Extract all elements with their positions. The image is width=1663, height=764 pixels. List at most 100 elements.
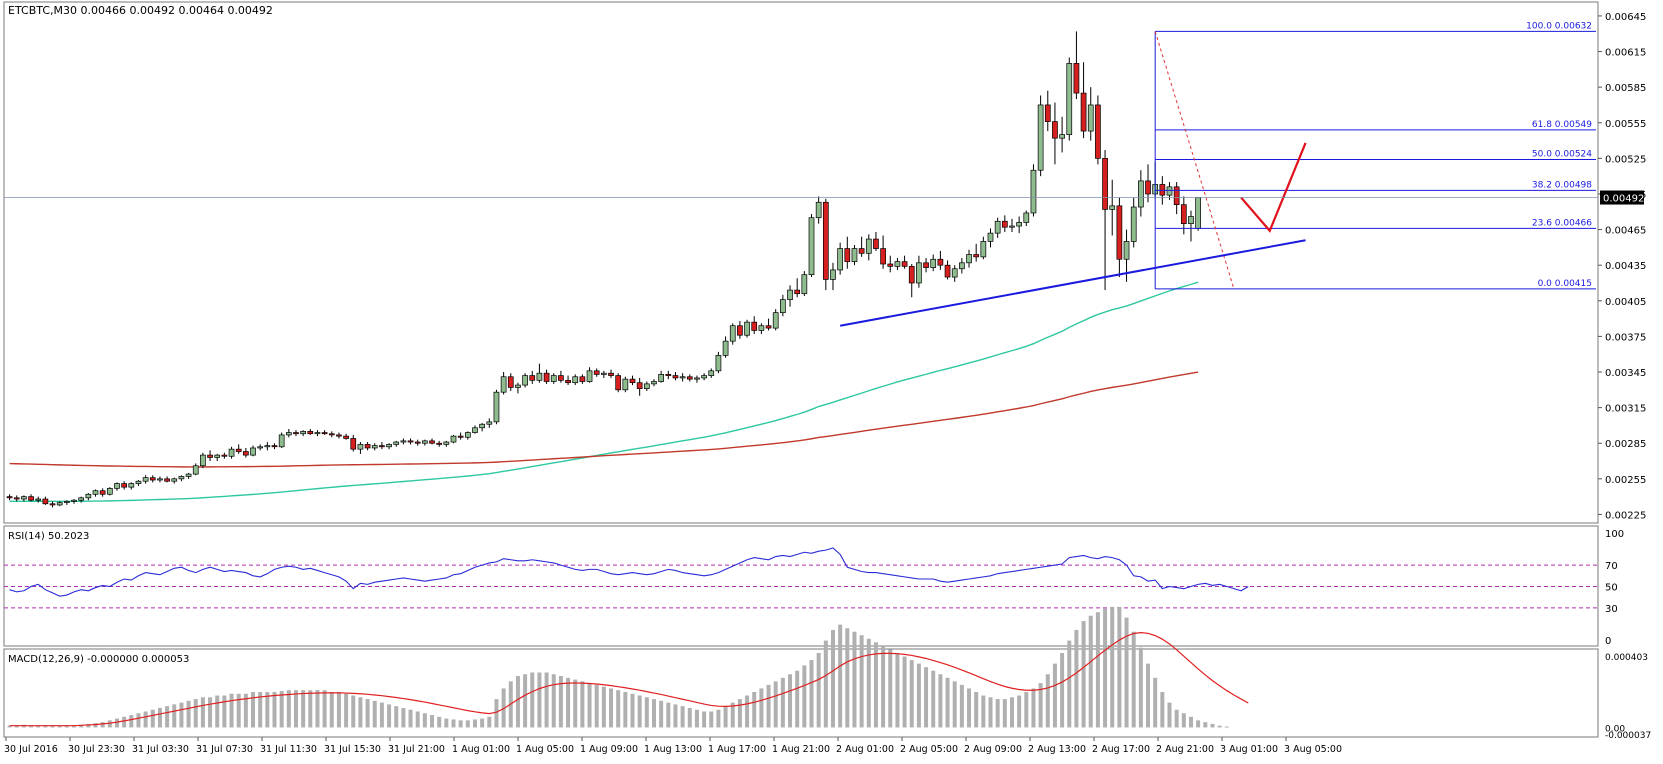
macd-bar xyxy=(36,726,41,728)
candle-body xyxy=(336,434,342,437)
symbol-title: ETCBTC,M30 0.00466 0.00492 0.00464 0.004… xyxy=(8,4,273,17)
macd-bar xyxy=(637,695,642,728)
candle xyxy=(1138,170,1144,217)
candle-body xyxy=(1173,186,1180,206)
candle-body xyxy=(71,499,77,502)
candle-body xyxy=(364,444,371,449)
candle-body xyxy=(729,325,736,342)
candle xyxy=(780,294,786,317)
candle xyxy=(1116,197,1123,278)
macd-bar xyxy=(1124,617,1129,728)
macd-tick-label: 0.00 xyxy=(1605,724,1625,734)
candle-body xyxy=(629,378,636,384)
candle xyxy=(1080,62,1087,139)
candle xyxy=(515,382,521,394)
candle xyxy=(1044,90,1051,132)
candle-body xyxy=(35,498,42,501)
candle-body xyxy=(944,264,951,278)
candle-body xyxy=(371,445,378,449)
candle xyxy=(787,285,793,307)
candle xyxy=(658,370,664,383)
candle-body xyxy=(49,503,56,506)
candle-body xyxy=(586,370,593,382)
time-tick-label: 2 Aug 05:00 xyxy=(900,744,958,755)
macd-bar xyxy=(551,674,556,728)
candle xyxy=(214,453,221,462)
candle xyxy=(386,443,392,450)
macd-bar xyxy=(594,684,599,728)
annotations xyxy=(839,142,1307,327)
time-tick-label: 2 Aug 21:00 xyxy=(1156,744,1214,755)
candle-body xyxy=(536,372,543,381)
price-axis: 0.00645 0.00615 0.00585 0.00555 0.00525 0.004… xyxy=(1598,12,1646,521)
candle xyxy=(543,369,550,384)
candle xyxy=(350,434,357,452)
macd-bar xyxy=(830,629,835,728)
candle-body xyxy=(321,432,328,435)
candle xyxy=(851,245,858,266)
candle-body xyxy=(758,325,765,331)
candle-body xyxy=(235,448,242,452)
time-tick-label: 31 Jul 21:00 xyxy=(388,744,445,755)
rsi-tick-label: 30 xyxy=(1605,604,1618,615)
candle-body xyxy=(285,432,292,436)
macd-bar xyxy=(967,688,972,728)
candle-body xyxy=(28,496,34,501)
macd-bar xyxy=(251,691,256,728)
macd-bar xyxy=(1210,723,1215,728)
time-tick-label: 31 Jul 15:30 xyxy=(324,744,381,755)
candle xyxy=(221,452,228,459)
macd-bar xyxy=(866,638,871,728)
macd-bar xyxy=(1188,716,1193,728)
rsi-tick-label: 0 xyxy=(1605,636,1611,647)
macd-bar xyxy=(1095,612,1100,728)
candle xyxy=(243,447,249,458)
candle xyxy=(1052,102,1058,165)
candle xyxy=(393,440,400,447)
candle-body xyxy=(500,376,507,393)
candle xyxy=(815,196,822,224)
candle-body xyxy=(550,375,557,382)
candle-body xyxy=(772,312,779,329)
macd-bar xyxy=(623,691,628,728)
time-tick-label: 1 Aug 17:00 xyxy=(708,744,766,755)
macd-bar xyxy=(408,709,413,728)
time-tick-label: 1 Aug 21:00 xyxy=(772,744,830,755)
macd-bar xyxy=(265,691,270,728)
macd-bar xyxy=(780,677,785,728)
macd-bar xyxy=(659,700,664,728)
candle xyxy=(1145,164,1151,203)
macd-bar xyxy=(286,690,291,728)
macd-bar xyxy=(14,725,19,728)
macd-bar xyxy=(737,699,742,728)
macd-bar xyxy=(64,725,69,728)
candle-body xyxy=(106,487,113,495)
candle xyxy=(1095,95,1101,165)
candle-body xyxy=(1073,63,1080,94)
candle-body xyxy=(1052,121,1058,139)
macd-bar xyxy=(179,702,184,728)
macd-bar xyxy=(29,725,34,728)
candle xyxy=(85,493,92,501)
macd-panel-frame xyxy=(3,648,1599,738)
candle-body xyxy=(1145,180,1151,195)
candle-body xyxy=(1188,216,1194,224)
macd-bar xyxy=(1224,726,1229,728)
candle-body xyxy=(64,501,70,503)
candle xyxy=(923,258,929,273)
macd-bar xyxy=(301,690,306,728)
macd-bar xyxy=(895,652,900,728)
macd-bar xyxy=(752,691,757,728)
candle xyxy=(500,372,507,395)
candle xyxy=(307,428,314,435)
macd-bar xyxy=(1131,631,1136,728)
candle-body xyxy=(1138,180,1144,208)
candle xyxy=(980,236,987,260)
candle-body xyxy=(1159,184,1166,196)
candle xyxy=(472,425,478,434)
candle xyxy=(916,255,922,288)
candle xyxy=(450,434,457,444)
macd-bar xyxy=(523,674,528,728)
macd-bar xyxy=(537,672,542,728)
